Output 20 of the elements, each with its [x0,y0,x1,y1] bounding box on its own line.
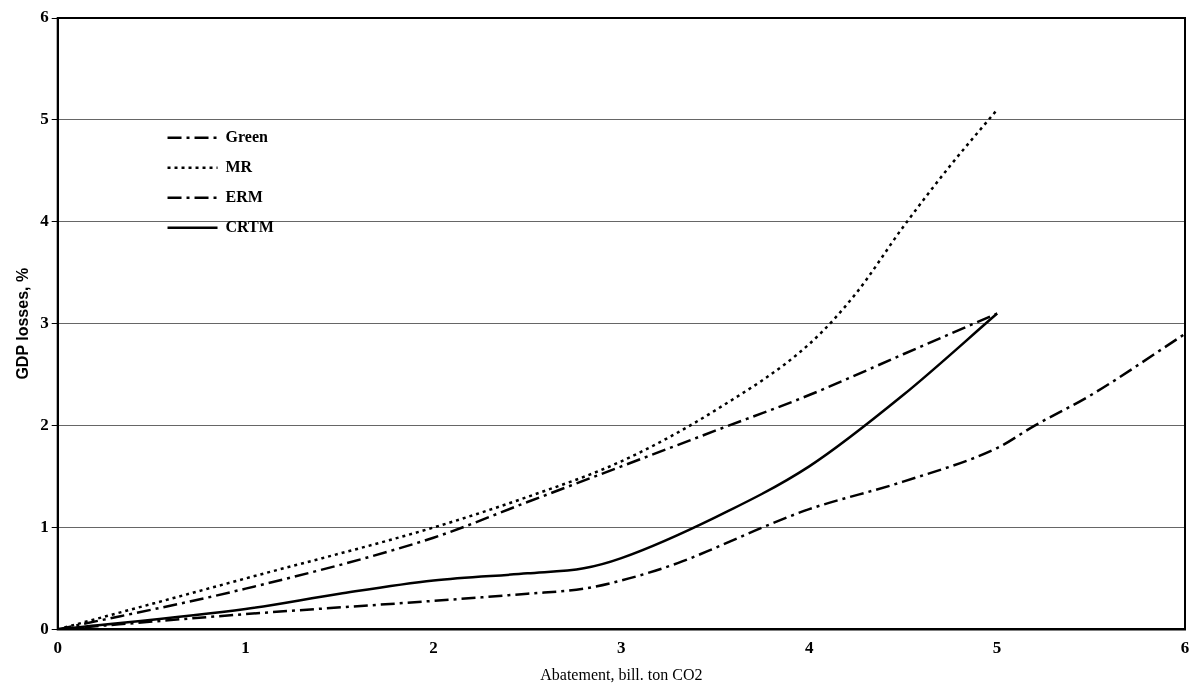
x-axis-title: Abatement, bill. ton CO2 [540,665,703,683]
y-tick-label: 0 [40,618,49,638]
y-tick-label: 5 [40,109,49,129]
legend-label: MR [225,157,253,175]
legend-label: CRTM [225,217,274,235]
x-tick-label: 2 [429,637,438,657]
x-tick-label: 3 [617,637,626,657]
x-tick-label: 5 [992,637,1002,657]
x-tick-label: 4 [804,637,814,657]
y-axis-title: GDP losses, % [14,267,32,380]
y-tick-label: 6 [40,7,49,27]
x-tick-label: 6 [1180,637,1190,657]
y-tick-label: 2 [40,414,49,434]
y-tick-label: 3 [40,313,49,333]
legend-label: ERM [225,187,263,205]
legend-label: Green [225,127,268,145]
y-tick-label: 4 [40,211,50,231]
x-tick-label: 0 [53,637,62,657]
y-tick-label: 1 [40,516,49,536]
x-tick-label: 1 [241,637,250,657]
